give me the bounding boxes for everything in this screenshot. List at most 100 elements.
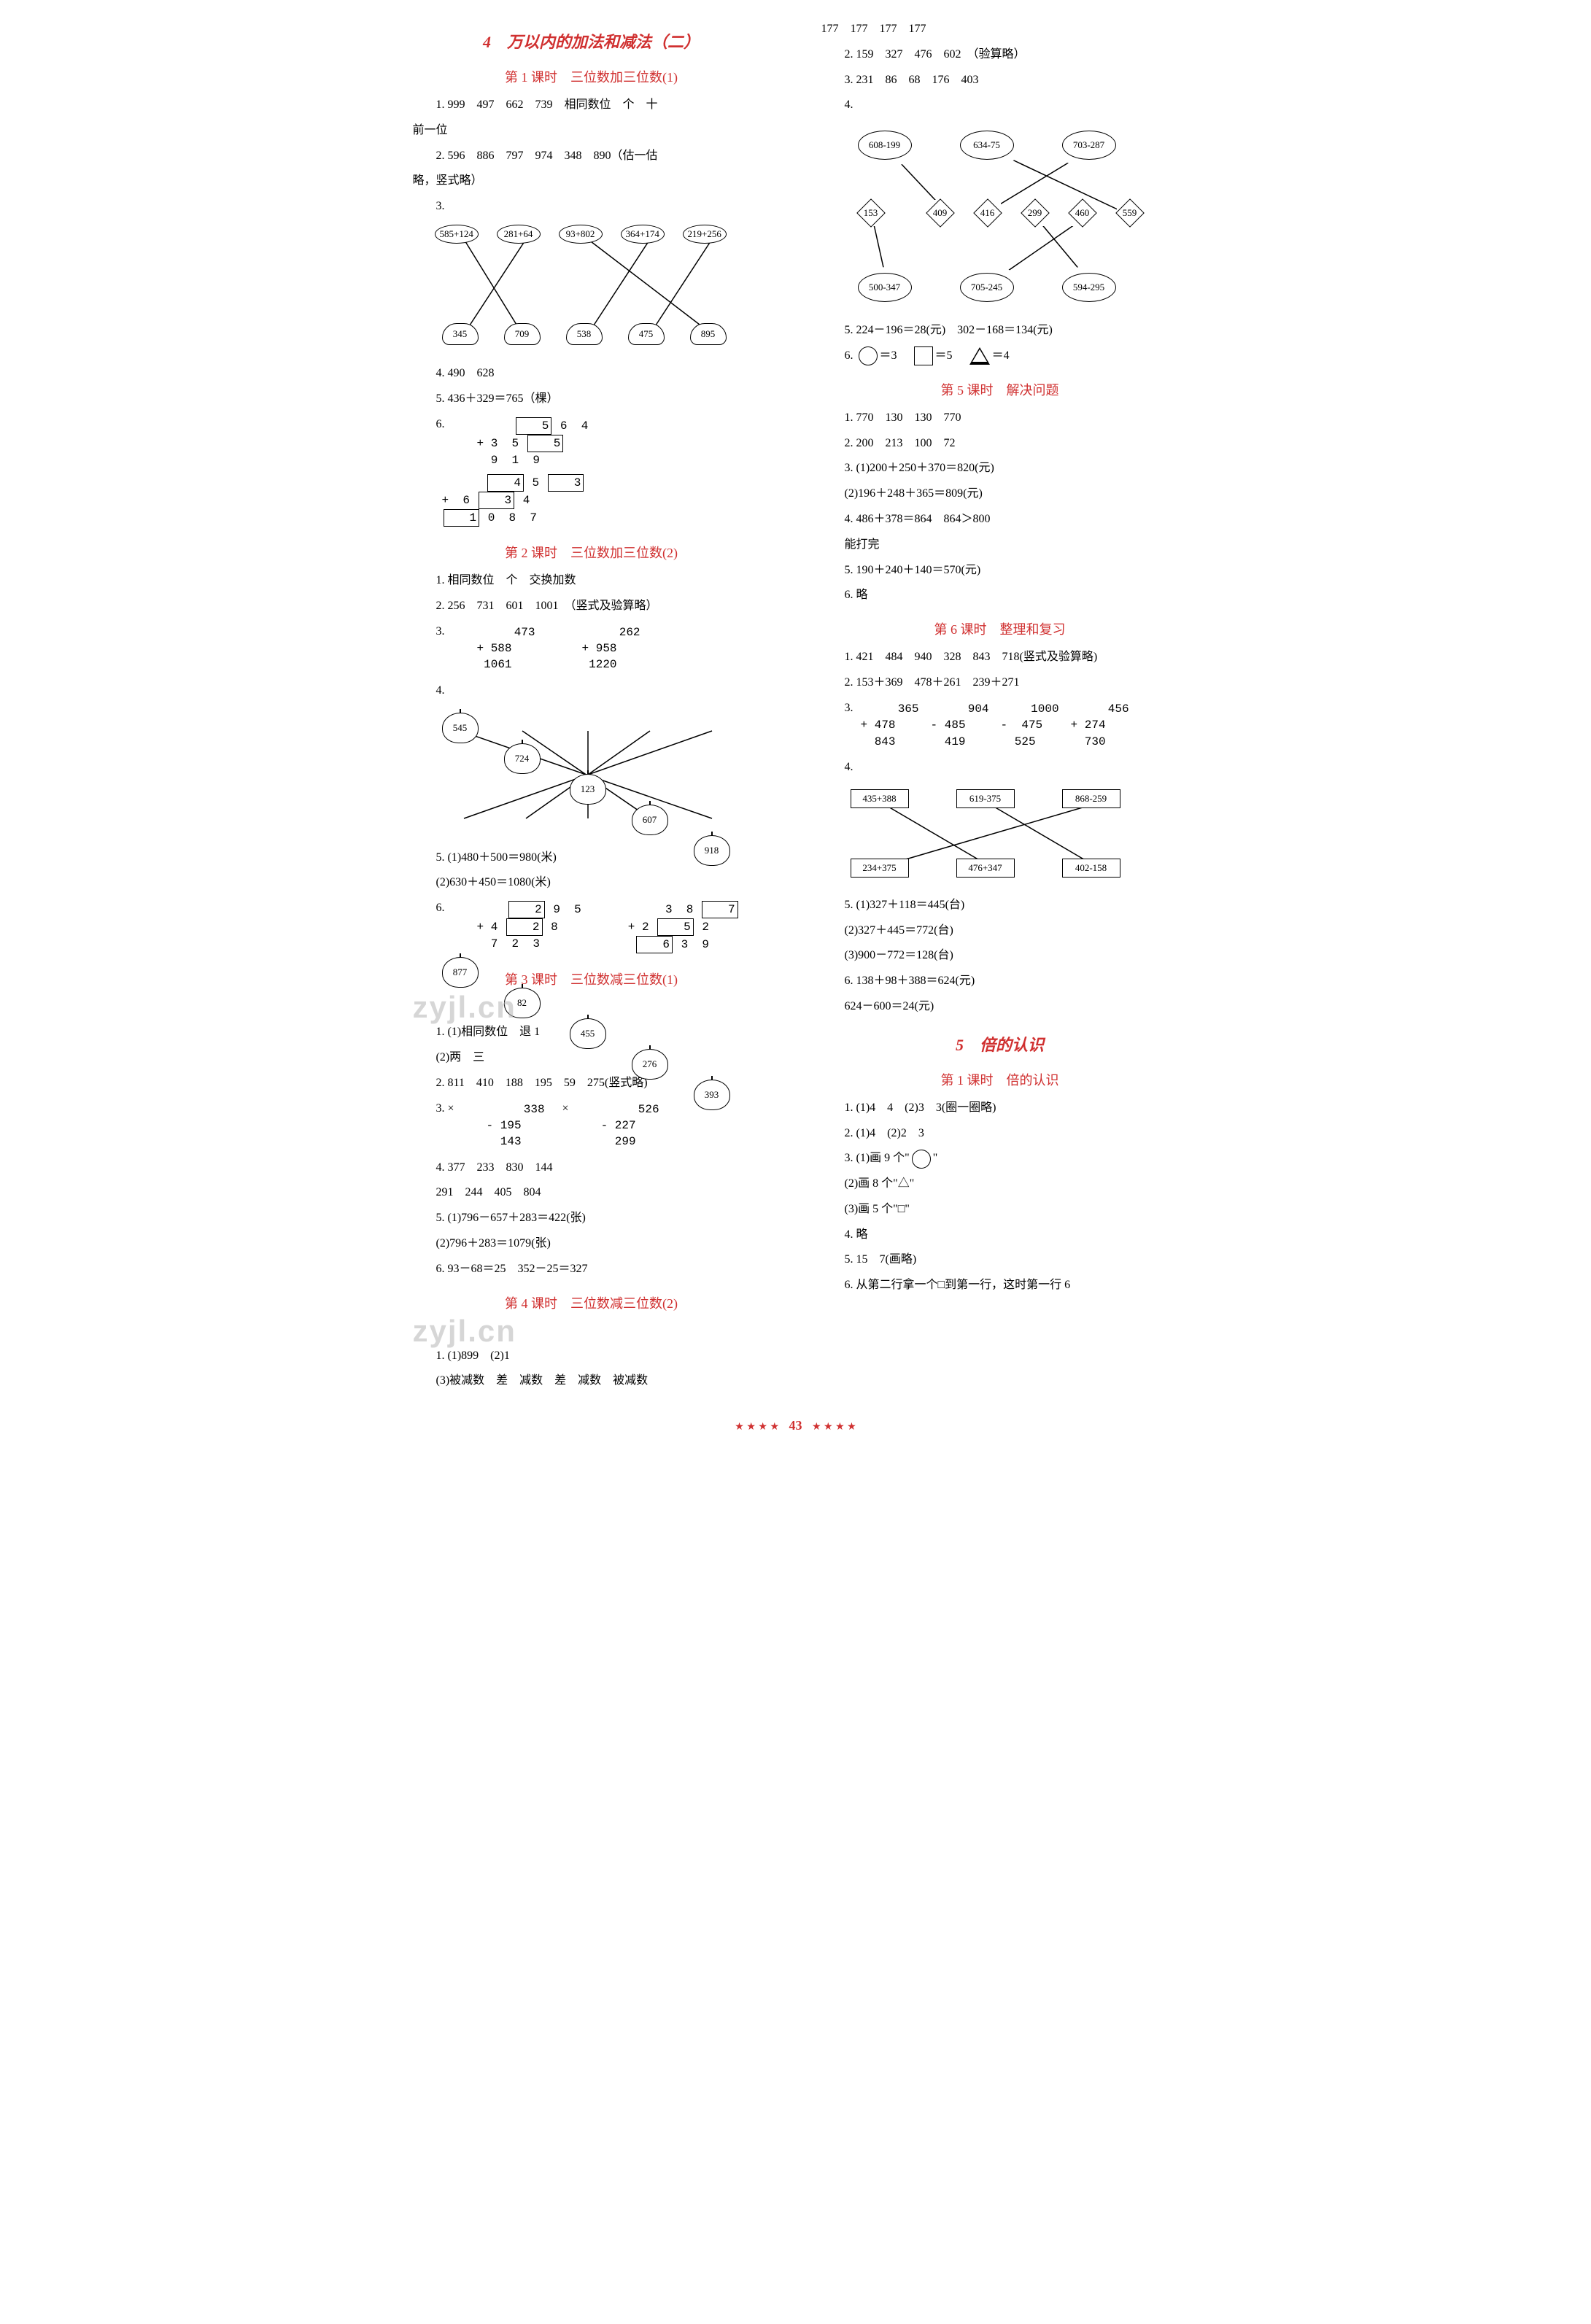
page-root: 4 万以内的加法和减法（二） 第 1 课时 三位数加三位数(1) 1. 999 …	[398, 15, 1193, 1396]
unit-4-title: 4 万以内的加法和减法（二）	[413, 29, 770, 53]
l1-q5: 5. 436＋329＝765（棵）	[413, 389, 770, 410]
l1-matching-diagram: 585+124 281+64 93+802 364+174 219+256 34…	[435, 225, 756, 356]
l4-q1: 1. (1)899 (2)1	[413, 1346, 770, 1367]
flower-node: 634-75	[960, 131, 1014, 160]
bei-q2: 2. (1)4 (2)2 3	[821, 1123, 1179, 1144]
apple-node: 276	[632, 1049, 668, 1080]
match-top-node: 281+64	[497, 225, 541, 244]
diamond-node: 460	[1069, 200, 1096, 226]
match-bot-node: 895	[690, 323, 727, 345]
l4-q3: 3. 231 86 68 176 403	[821, 70, 1179, 91]
diamond-node: 559	[1117, 200, 1143, 226]
l5-q1: 1. 770 130 130 770	[821, 408, 1179, 429]
l6-q5a: 5. (1)327＋118＝445(台)	[821, 895, 1179, 916]
bei-q6: 6. 从第二行拿一个□到第一行，这时第一行 6	[821, 1275, 1179, 1296]
flower-node: 608-199	[858, 131, 912, 160]
l6-q6a: 6. 138＋98＋388＝624(元)	[821, 971, 1179, 992]
square-icon	[914, 346, 933, 365]
match-bot-node: 345	[442, 323, 479, 345]
lesson-6-title: 第 6 课时 整理和复习	[821, 619, 1179, 638]
apple-node: 393	[694, 1080, 730, 1110]
l2-q5b: (2)630＋450＝1080(米)	[413, 872, 770, 894]
l2-q3: 3. 473 + 588 1061 262 + 958 1220	[413, 621, 770, 676]
l1-q1a: 1. 999 497 662 739 相同数位 个 十	[413, 95, 770, 116]
diamond-node: 416	[975, 200, 1001, 226]
l5-q5: 5. 190＋240＋140＝570(元)	[821, 560, 1179, 581]
l1-q1b: 前一位	[413, 120, 770, 142]
l4-q6: 6. ＝3 ＝5 ＝4	[821, 346, 1179, 367]
flower-node: 703-287	[1062, 131, 1116, 160]
l3-q4b: 291 244 405 804	[413, 1182, 770, 1204]
lesson-5-title: 第 5 课时 解决问题	[821, 380, 1179, 399]
bei-q3b: (2)画 8 个"△"	[821, 1174, 1179, 1195]
bei-q4: 4. 略	[821, 1225, 1179, 1246]
l6-q5c: (3)900－772＝128(台)	[821, 945, 1179, 967]
match-top-node: 219+256	[683, 225, 727, 244]
l3-q1b: (2)两 三	[413, 1047, 770, 1069]
watermark-2: zyjl.cn	[413, 1314, 770, 1349]
star-icon: ★ ★ ★ ★	[735, 1422, 779, 1433]
bei-q5: 5. 15 7(画略)	[821, 1250, 1179, 1271]
l1-q3-label: 3.	[413, 196, 770, 217]
rect-node: 619-375	[956, 789, 1015, 808]
l2-q1: 1. 相同数位 个 交换加数	[413, 570, 770, 592]
apple-node: 877	[442, 957, 479, 988]
l1-q2: 2. 596 886 797 974 348 890（估一估	[413, 146, 770, 167]
unit-5-title: 5 倍的认识	[821, 1032, 1179, 1056]
rect-node: 476+347	[956, 859, 1015, 878]
l6-matching-diagram: 435+388 619-375 868-259 234+375 476+347 …	[843, 786, 1150, 888]
apple-node: 82	[504, 988, 541, 1018]
l2-q2: 2. 256 731 601 1001 （竖式及验算略）	[413, 596, 770, 617]
rect-node: 435+388	[851, 789, 909, 808]
lesson-1-title: 第 1 课时 三位数加三位数(1)	[413, 67, 770, 86]
apple-node: 123	[570, 774, 606, 805]
l4-q1b: (3)被减数 差 减数 差 减数 被减数	[413, 1371, 770, 1392]
apple-node: 455	[570, 1018, 606, 1049]
triangle-icon	[969, 347, 990, 365]
lesson-bei1-title: 第 1 课时 倍的认识	[821, 1070, 1179, 1089]
l2-q6: 6. 2 9 5 + 4 2 8 7 2 3 3 8 7 + 2 5 2 6 3…	[413, 898, 770, 956]
l5-q4a: 4. 486＋378＝864 864＞800	[821, 509, 1179, 530]
apple-node: 607	[632, 805, 668, 835]
l4-topline: 177 177 177 177	[821, 19, 1179, 40]
diamond-node: 409	[927, 200, 953, 226]
l6-q6b: 624－600＝24(元)	[821, 996, 1179, 1018]
l4-q4-label: 4.	[821, 95, 1179, 116]
rect-node: 868-259	[1062, 789, 1120, 808]
l3-q6: 6. 93－68＝25 352－25＝327	[413, 1259, 770, 1280]
l6-q1: 1. 421 484 940 328 843 718(竖式及验算略)	[821, 647, 1179, 668]
match-bot-node: 475	[628, 323, 665, 345]
lesson-4-title: 第 4 课时 三位数减三位数(2)	[413, 1293, 770, 1312]
l4-q5: 5. 224－196＝28(元) 302－168＝134(元)	[821, 320, 1179, 341]
l4-flower-diagram: 608-199 634-75 703-287 153 409 416 299 4…	[843, 123, 1150, 313]
l1-q6: 6. 5 6 4 + 3 5 5 9 1 9 4 5 3 + 6 3 4 1 0…	[413, 414, 770, 530]
match-bot-node: 538	[566, 323, 603, 345]
circle-icon	[912, 1150, 931, 1169]
match-top-node: 93+802	[559, 225, 603, 244]
rect-node: 234+375	[851, 859, 909, 878]
apple-node: 545	[442, 713, 479, 743]
l2-match-lines	[435, 709, 756, 840]
l5-q6: 6. 略	[821, 585, 1179, 606]
l6-q4-label: 4.	[821, 757, 1179, 778]
diamond-node: 299	[1022, 200, 1048, 226]
apple-node: 918	[694, 835, 730, 866]
l6-q5b: (2)327＋445＝772(台)	[821, 921, 1179, 942]
l3-q5b: (2)796＋283＝1079(张)	[413, 1233, 770, 1255]
l6-q2: 2. 153＋369 478＋261 239＋271	[821, 673, 1179, 694]
l2-matching-diagram: 545 724 123 607 918 877 82 455 276 393	[435, 709, 756, 840]
flower-node: 500-347	[858, 273, 912, 302]
right-column: 177 177 177 177 2. 159 327 476 602 （验算略）…	[807, 15, 1193, 1396]
l4-q2: 2. 159 327 476 602 （验算略）	[821, 44, 1179, 66]
circle-icon	[859, 346, 878, 365]
match-top-node: 585+124	[435, 225, 479, 244]
l1-q4: 4. 490 628	[413, 363, 770, 384]
flower-node: 594-295	[1062, 273, 1116, 302]
l1-q2b: 略，竖式略）	[413, 171, 770, 192]
bei-q3a: 3. (1)画 9 个""	[821, 1148, 1179, 1169]
match-top-node: 364+174	[621, 225, 665, 244]
match-bot-node: 709	[504, 323, 541, 345]
bei-q3c: (3)画 5 个"□"	[821, 1199, 1179, 1220]
l5-q3a: 3. (1)200＋250＋370＝820(元)	[821, 458, 1179, 479]
flower-node: 705-245	[960, 273, 1014, 302]
